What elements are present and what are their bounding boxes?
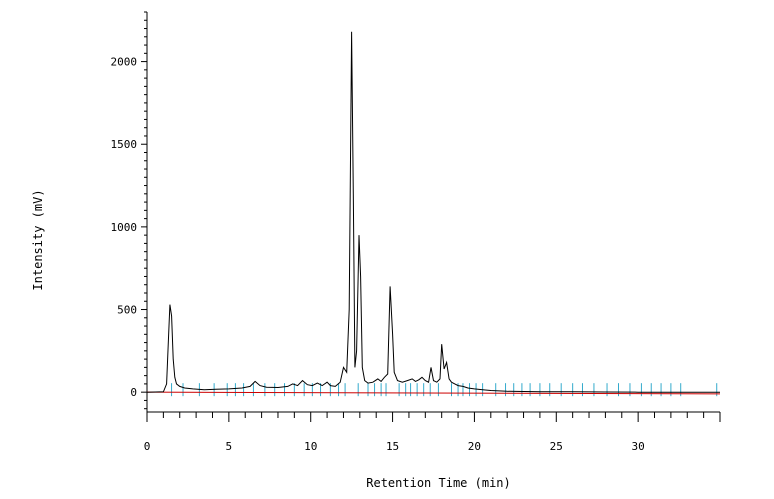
y-axis-ticks: 0 500 1000 1500 2000	[111, 11, 147, 410]
x-tick-label: 0	[144, 440, 151, 453]
peak-markers	[171, 383, 718, 397]
y-tick-label: 500	[117, 304, 137, 317]
y-axis-label: Intensity (mV)	[31, 189, 45, 290]
x-axis-label: Retention Time (min)	[366, 476, 511, 490]
y-tick-label: 1500	[111, 138, 138, 151]
x-tick-label: 20	[468, 440, 481, 453]
x-tick-label: 15	[386, 440, 399, 453]
x-tick-label: 30	[632, 440, 645, 453]
y-tick-label: 2000	[111, 56, 138, 69]
x-tick-label: 5	[226, 440, 233, 453]
x-axis-ticks: 0 5 10 15 20 25 30	[144, 412, 721, 453]
x-tick-label: 25	[550, 440, 563, 453]
baseline-line	[146, 391, 721, 395]
y-tick-label: 0	[130, 386, 137, 399]
signal-trace	[146, 31, 720, 393]
y-tick-label: 1000	[111, 221, 138, 234]
x-tick-label: 10	[304, 440, 317, 453]
